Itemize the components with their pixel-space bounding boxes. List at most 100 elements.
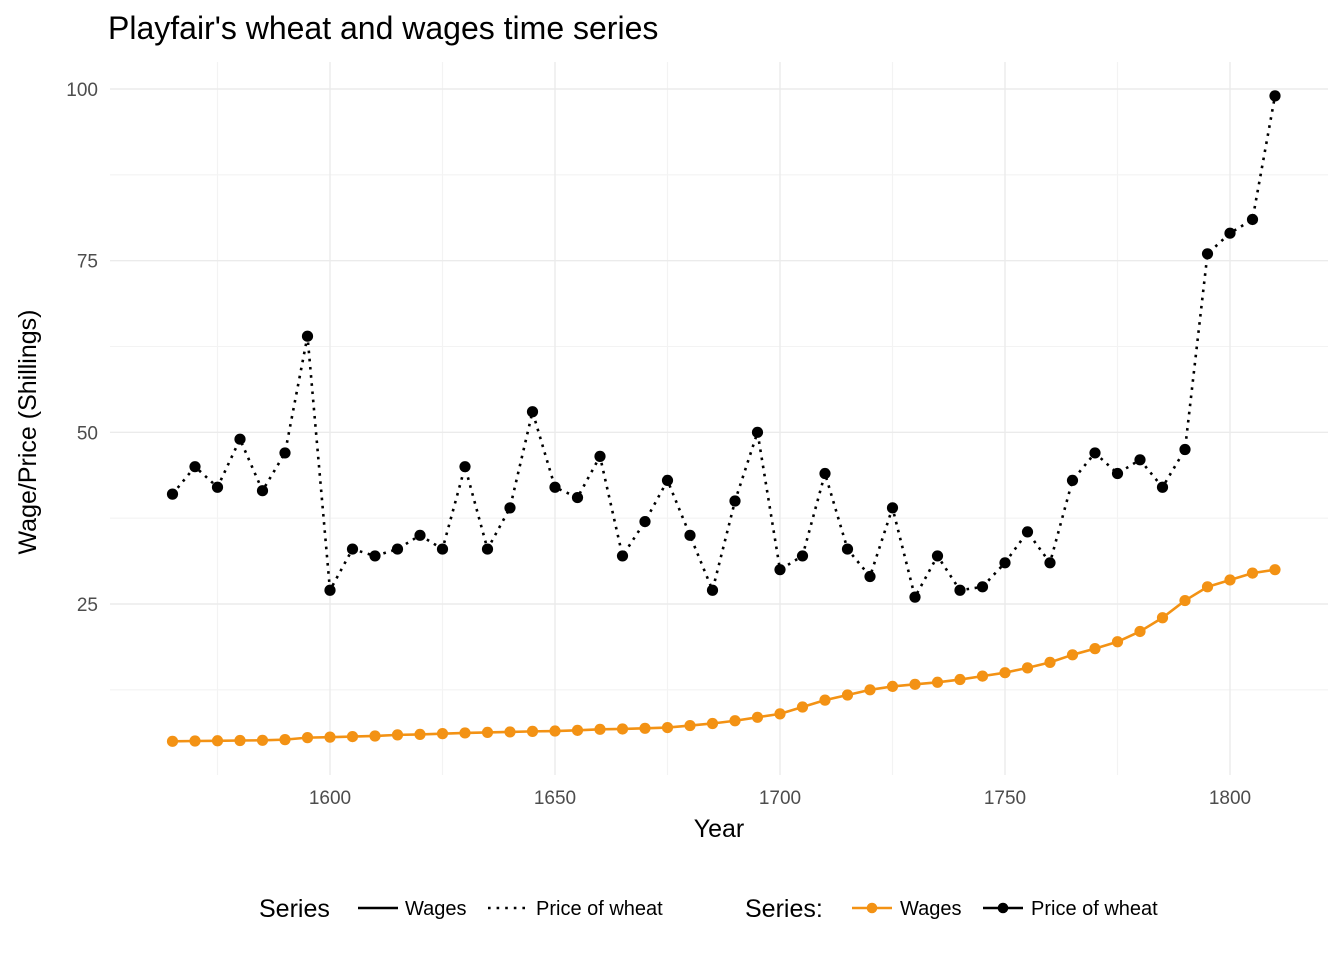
data-point-price-of-wheat	[1111, 467, 1124, 480]
legend-colour-label-wheat: Price of wheat	[1031, 898, 1158, 920]
data-point-wages	[1269, 564, 1281, 576]
data-point-price-of-wheat	[324, 584, 336, 596]
data-point-price-of-wheat	[256, 485, 269, 497]
data-point-wages	[1134, 625, 1146, 638]
data-point-wages	[1111, 636, 1124, 648]
data-point-wages	[729, 715, 741, 727]
data-point-wages	[976, 670, 989, 682]
data-point-price-of-wheat	[954, 584, 966, 596]
data-point-price-of-wheat	[571, 491, 584, 504]
data-point-price-of-wheat	[391, 543, 404, 555]
y-tick-label: 75	[77, 252, 98, 273]
data-point-price-of-wheat	[774, 564, 786, 576]
series-line-wages	[172, 568, 1276, 743]
data-point-wages	[1224, 574, 1236, 586]
data-point-wages	[1246, 567, 1259, 579]
legend-colour-swatch-wheat-point	[997, 902, 1009, 914]
data-point-price-of-wheat	[729, 495, 741, 507]
data-point-wages	[1201, 581, 1214, 593]
data-point-wages	[616, 723, 629, 735]
data-point-wages	[774, 708, 786, 720]
legend-colour: Series: Wages Price of wheat	[745, 895, 1158, 923]
data-point-price-of-wheat	[661, 474, 674, 486]
data-point-price-of-wheat	[189, 461, 201, 473]
chart-title: Playfair's wheat and wages time series	[108, 10, 658, 46]
series-layer	[166, 90, 1281, 747]
data-point-price-of-wheat	[526, 406, 539, 418]
plot-grid	[110, 62, 1328, 775]
x-tick-label: 1600	[309, 788, 351, 809]
x-axis-ticks: 1600 1650 1700 1750 1800	[309, 788, 1251, 809]
data-point-price-of-wheat	[864, 570, 876, 583]
data-point-wages	[706, 717, 719, 730]
data-point-price-of-wheat	[1246, 213, 1259, 226]
data-point-price-of-wheat	[909, 591, 921, 603]
legend-linetype-label-wages: Wages	[405, 898, 467, 920]
data-point-price-of-wheat	[886, 502, 899, 514]
data-point-price-of-wheat	[301, 330, 314, 342]
legend-linetype: Series Wages Price of wheat	[259, 895, 663, 923]
y-tick-label: 25	[77, 595, 98, 616]
y-tick-label: 100	[66, 80, 98, 101]
y-axis-ticks: 25 50 75 100	[66, 80, 98, 616]
data-point-price-of-wheat	[414, 529, 426, 541]
data-point-price-of-wheat	[931, 550, 944, 562]
data-point-price-of-wheat	[706, 584, 719, 596]
data-point-wages	[166, 735, 179, 747]
data-point-wages	[459, 727, 471, 739]
series-price-of-wheat	[166, 90, 1281, 603]
data-point-price-of-wheat	[1179, 443, 1191, 456]
legend-linetype-label-wheat: Price of wheat	[536, 898, 663, 920]
x-tick-label: 1750	[984, 788, 1026, 809]
data-point-wages	[661, 722, 674, 734]
data-point-wages	[886, 680, 899, 693]
legend-colour-title: Series:	[745, 895, 823, 923]
data-point-price-of-wheat	[1044, 557, 1056, 569]
data-point-price-of-wheat	[976, 581, 989, 593]
data-point-wages	[526, 725, 539, 737]
data-point-wages	[391, 729, 404, 741]
legend-colour-label-wages: Wages	[900, 898, 962, 920]
data-point-wages	[414, 728, 426, 741]
data-point-wages	[1044, 656, 1056, 668]
data-point-price-of-wheat	[1021, 526, 1034, 538]
data-point-wages	[549, 725, 561, 737]
x-tick-label: 1700	[759, 788, 801, 809]
data-point-wages	[909, 678, 921, 690]
data-point-wages	[504, 726, 516, 738]
data-point-price-of-wheat	[1201, 248, 1214, 260]
data-point-wages	[639, 722, 651, 734]
data-point-price-of-wheat	[819, 467, 831, 480]
data-point-price-of-wheat	[999, 557, 1011, 569]
data-point-price-of-wheat	[549, 481, 561, 493]
data-point-wages	[1066, 649, 1079, 661]
data-point-wages	[1089, 643, 1101, 655]
data-point-wages	[189, 735, 201, 747]
data-point-wages	[211, 735, 224, 747]
data-point-wages	[1021, 662, 1034, 674]
data-point-price-of-wheat	[504, 502, 516, 514]
x-axis-title: Year	[694, 815, 745, 843]
data-point-wages	[864, 684, 876, 696]
data-point-price-of-wheat	[594, 450, 606, 462]
data-point-wages	[819, 694, 831, 706]
data-point-price-of-wheat	[1089, 447, 1101, 459]
data-point-price-of-wheat	[481, 543, 494, 555]
data-point-wages	[751, 711, 764, 723]
data-point-price-of-wheat	[639, 516, 651, 528]
series-wages	[166, 564, 1281, 747]
data-point-price-of-wheat	[234, 433, 246, 445]
data-point-wages	[796, 701, 809, 713]
data-point-price-of-wheat	[796, 550, 809, 562]
data-point-price-of-wheat	[1224, 227, 1236, 239]
data-point-wages	[841, 689, 854, 701]
data-point-wages	[436, 728, 449, 740]
data-point-wages	[954, 673, 966, 686]
data-point-price-of-wheat	[346, 543, 359, 555]
data-point-wages	[279, 734, 291, 746]
x-tick-label: 1650	[534, 788, 576, 809]
data-point-wages	[256, 734, 269, 746]
data-point-wages	[1179, 594, 1191, 607]
data-point-price-of-wheat	[1134, 454, 1146, 466]
